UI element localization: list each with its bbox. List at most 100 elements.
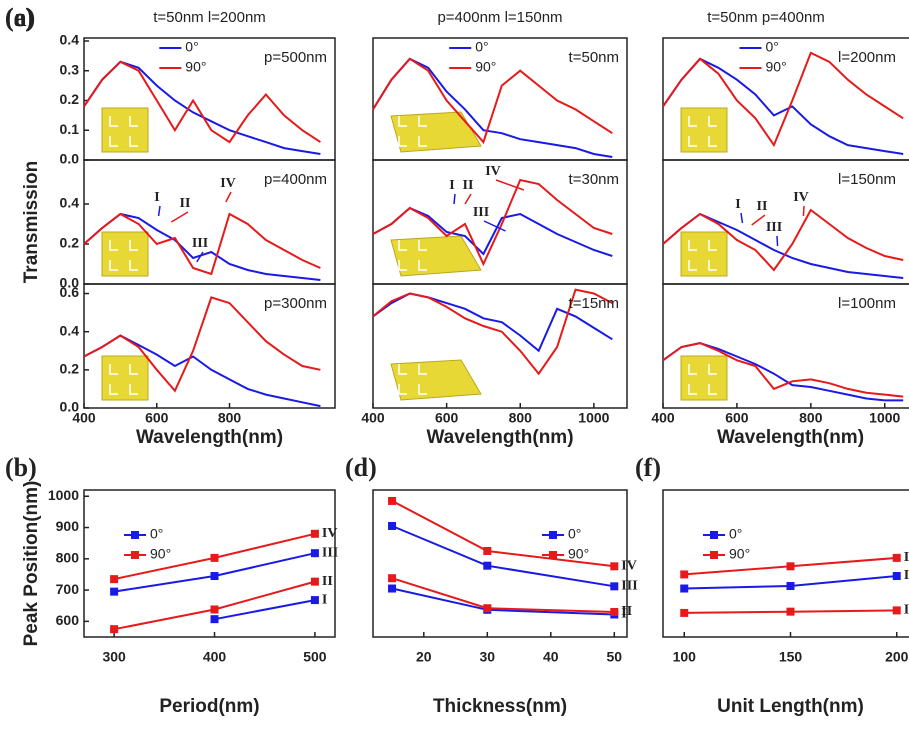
inset-unit xyxy=(129,116,138,127)
peak-marker xyxy=(110,575,119,584)
line-label: IV xyxy=(322,526,338,541)
legend-marker xyxy=(710,551,718,559)
y-tick-label: 0.4 xyxy=(60,195,80,211)
sample-inset xyxy=(390,359,482,401)
x-tick-label: 20 xyxy=(416,649,432,665)
inset-plate xyxy=(390,111,482,153)
subplot-annotation: l=100nm xyxy=(838,295,896,312)
x-tick-label: 30 xyxy=(480,649,496,665)
x-axis-label: Wavelength(nm) xyxy=(136,427,283,448)
legend-label: 90° xyxy=(185,59,206,75)
y-tick-label: 600 xyxy=(56,612,80,628)
peak-arrow xyxy=(464,193,472,205)
inset-unit xyxy=(398,240,407,251)
inset-unit xyxy=(398,364,407,375)
peak-arrow xyxy=(453,193,456,205)
sample-inset xyxy=(390,235,482,277)
peak-marker xyxy=(210,615,219,624)
spectrum-line xyxy=(662,51,904,148)
plot-frame xyxy=(83,283,336,409)
x-tick-label: 600 xyxy=(725,410,749,426)
inset-unit xyxy=(688,260,697,271)
peak-marker xyxy=(483,604,492,613)
inset-unit xyxy=(708,384,717,395)
legend-label: 90° xyxy=(766,59,787,75)
peak-marker xyxy=(610,582,619,591)
inset-plate xyxy=(390,235,482,277)
peak-label: III xyxy=(473,205,489,220)
x-tick-label: 50 xyxy=(607,649,623,665)
line-label: I xyxy=(621,607,626,622)
y-tick-label: 0.2 xyxy=(60,235,80,251)
y-tick-label: 1000 xyxy=(48,487,79,503)
peak-label: I xyxy=(735,197,740,212)
plot-frame xyxy=(372,489,628,638)
x-tick-label: 400 xyxy=(361,410,385,426)
spectrum-line xyxy=(83,296,321,393)
x-tick-label: 400 xyxy=(203,649,227,665)
sample-inset xyxy=(101,355,149,401)
inset-unit xyxy=(708,260,717,271)
legend-marker xyxy=(131,551,139,559)
legend-label: 0° xyxy=(568,526,581,542)
x-tick-label: 600 xyxy=(435,410,459,426)
subplot-annotation: p=500nm xyxy=(264,49,327,66)
peak-label: II xyxy=(757,199,768,214)
peak-label: II xyxy=(180,196,191,211)
inset-unit xyxy=(688,364,697,375)
plot-frame xyxy=(662,283,909,409)
inset-unit xyxy=(688,136,697,147)
legend-label: 0° xyxy=(766,39,779,55)
y-tick-label: 0.4 xyxy=(60,32,80,48)
plot-frame xyxy=(662,489,909,638)
inset-unit xyxy=(688,384,697,395)
x-axis-label: Wavelength(nm) xyxy=(717,427,864,448)
inset-unit xyxy=(418,384,427,395)
subplot-annotation: t=50nm xyxy=(569,49,619,66)
x-tick-label: 1000 xyxy=(869,410,900,426)
peak-label: III xyxy=(192,236,208,251)
inset-plate xyxy=(101,355,149,401)
x-axis-label: Thickness(nm) xyxy=(433,696,567,717)
peak-arrow xyxy=(170,211,189,223)
line-label: II xyxy=(322,574,333,589)
y-tick-label: 0.4 xyxy=(60,322,80,338)
x-tick-label: 40 xyxy=(543,649,559,665)
inset-unit xyxy=(109,136,118,147)
spectrum-line xyxy=(372,57,613,145)
legend-label: 0° xyxy=(185,39,198,55)
x-tick-label: 300 xyxy=(102,649,126,665)
y-tick-label: 0.2 xyxy=(60,361,80,377)
peak-marker xyxy=(786,607,795,616)
x-tick-label: 800 xyxy=(509,410,533,426)
panel-label: (a) xyxy=(5,3,35,32)
inset-unit xyxy=(418,364,427,375)
inset-unit xyxy=(129,384,138,395)
x-tick-label: 400 xyxy=(651,410,675,426)
peak-marker xyxy=(680,584,689,593)
peak-marker xyxy=(310,596,319,605)
peak-label: I xyxy=(154,190,159,205)
legend-marker xyxy=(710,531,718,539)
x-axis-label: Unit Length(nm) xyxy=(717,696,864,717)
spectrum-line xyxy=(662,342,904,398)
x-axis-label: Period(nm) xyxy=(159,696,259,717)
subplot-annotation: l=200nm xyxy=(838,49,896,66)
peak-marker xyxy=(310,529,319,538)
legend-label: 0° xyxy=(150,526,163,542)
peak-marker xyxy=(210,605,219,614)
inset-plate xyxy=(680,355,728,401)
inset-unit xyxy=(418,260,427,271)
inset-unit xyxy=(109,240,118,251)
peak-arrow xyxy=(157,205,161,217)
y-tick-label: 0.1 xyxy=(60,121,80,137)
peak-marker xyxy=(110,587,119,596)
inset-unit xyxy=(129,240,138,251)
peak-arrow xyxy=(483,220,506,232)
inset-unit xyxy=(708,136,717,147)
inset-unit xyxy=(708,116,717,127)
legend-label: 0° xyxy=(729,526,742,542)
peak-marker xyxy=(483,546,492,555)
inset-unit xyxy=(418,240,427,251)
